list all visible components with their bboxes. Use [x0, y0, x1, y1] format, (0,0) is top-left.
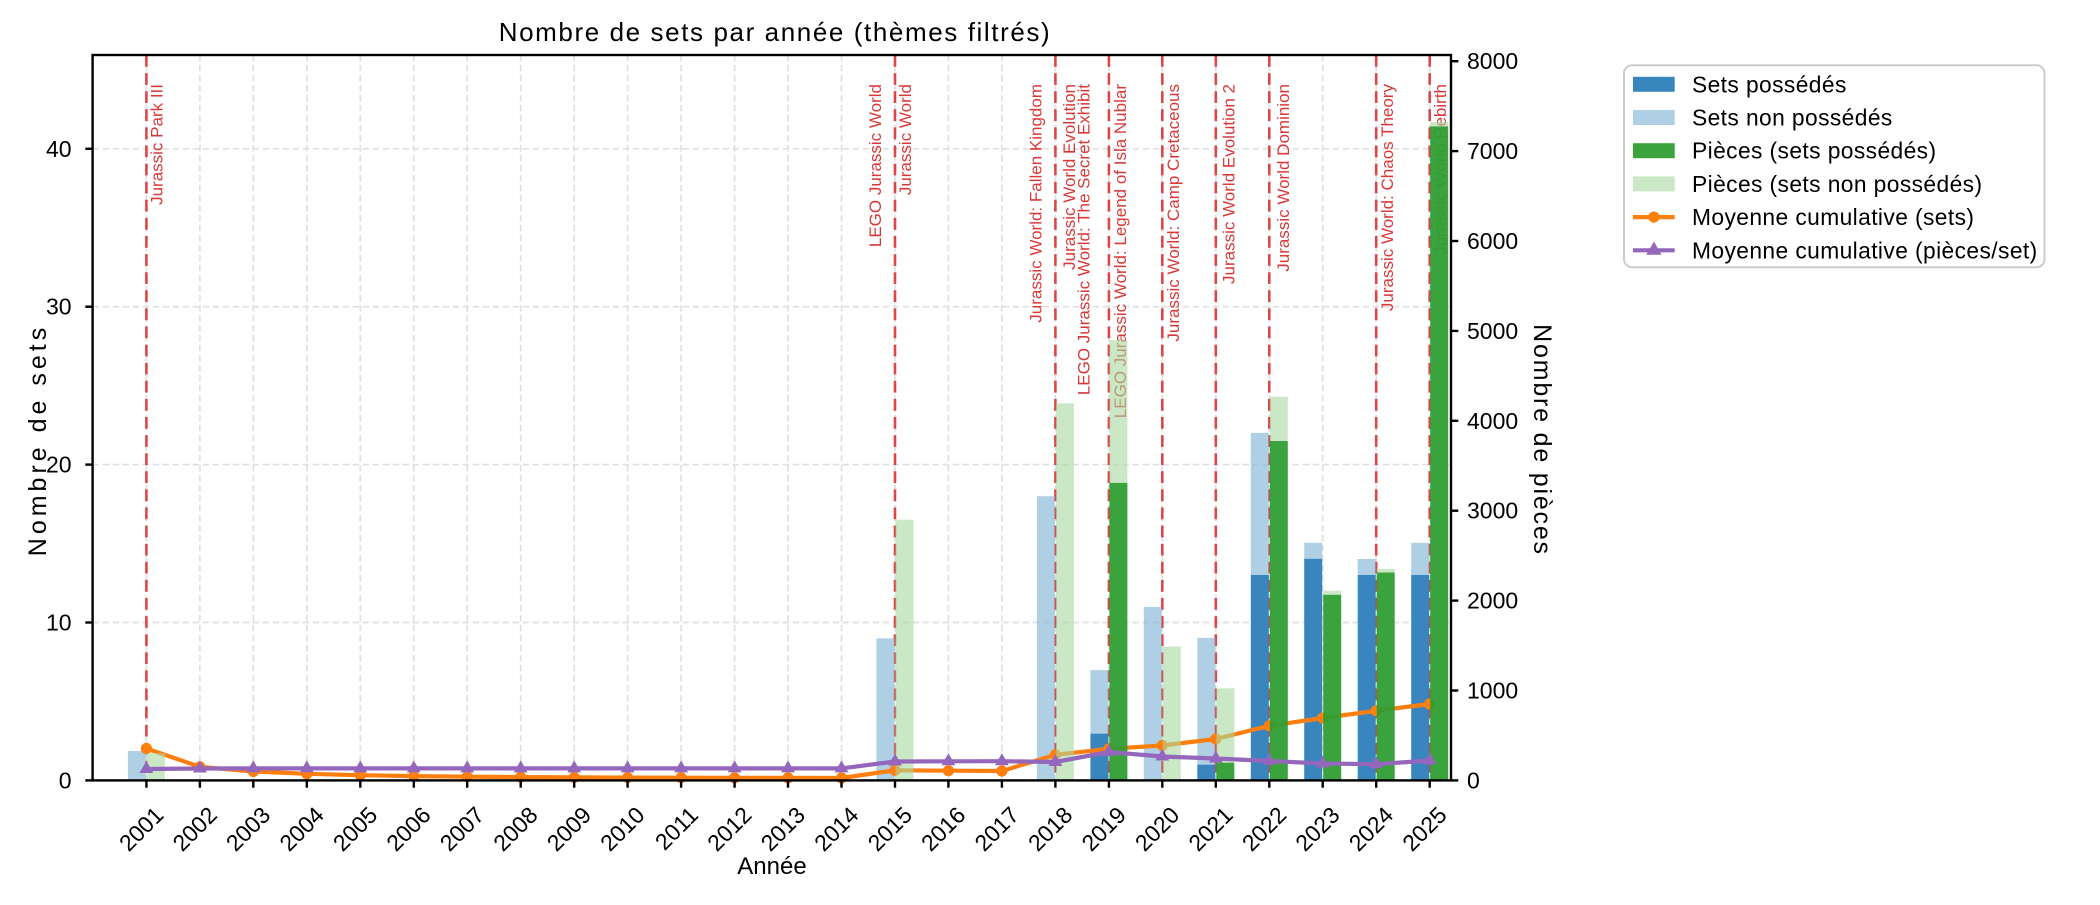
svg-text:2000: 2000 — [1467, 588, 1518, 614]
svg-text:Jurassic World: Camp Cretaceou: Jurassic World: Camp Cretaceous — [1164, 84, 1183, 342]
svg-text:8000: 8000 — [1467, 48, 1518, 74]
svg-text:Moyenne cumulative (pièces/set: Moyenne cumulative (pièces/set) — [1692, 237, 2038, 263]
svg-text:0: 0 — [1467, 767, 1480, 793]
svg-text:Année: Année — [737, 853, 806, 880]
svg-text:Moyenne cumulative (sets): Moyenne cumulative (sets) — [1692, 204, 1974, 230]
svg-text:4000: 4000 — [1467, 408, 1518, 434]
svg-text:Jurassic World Evolution: Jurassic World Evolution — [1060, 84, 1079, 270]
svg-text:Jurassic World Evolution 2: Jurassic World Evolution 2 — [1219, 84, 1238, 284]
svg-text:Pièces (sets non possédés): Pièces (sets non possédés) — [1692, 171, 1982, 197]
svg-text:Jurassic World: Chaos Theory: Jurassic World: Chaos Theory — [1378, 84, 1397, 312]
svg-text:Nombre de sets: Nombre de sets — [24, 324, 52, 556]
svg-text:Jurassic World: Jurassic World — [896, 84, 915, 195]
svg-text:Jurassic World: Fallen Kingdom: Jurassic World: Fallen Kingdom — [1026, 84, 1045, 323]
svg-text:Nombre de pièces: Nombre de pièces — [1528, 324, 1556, 556]
svg-text:20: 20 — [46, 452, 72, 478]
svg-text:0: 0 — [59, 767, 72, 793]
svg-text:30: 30 — [46, 294, 72, 320]
svg-text:Pièces (sets possédés): Pièces (sets possédés) — [1692, 138, 1936, 164]
svg-text:LEGO Jurassic World: Legend of: LEGO Jurassic World: Legend of Isla Nubl… — [1111, 84, 1130, 419]
svg-text:40: 40 — [46, 136, 72, 162]
svg-text:3000: 3000 — [1467, 498, 1518, 524]
svg-text:LEGO Jurassic World: The Secre: LEGO Jurassic World: The Secret Exhibit — [1074, 84, 1093, 395]
svg-text:Sets non possédés: Sets non possédés — [1692, 105, 1893, 131]
svg-text:Nombre de sets par année (thèm: Nombre de sets par année (thèmes filtrés… — [499, 17, 1052, 47]
svg-text:10: 10 — [46, 610, 72, 636]
svg-text:Sets possédés: Sets possédés — [1692, 71, 1847, 97]
svg-text:5000: 5000 — [1467, 318, 1518, 344]
svg-text:LEGO Jurassic World: LEGO Jurassic World — [866, 84, 885, 247]
svg-text:1000: 1000 — [1467, 678, 1518, 704]
svg-text:6000: 6000 — [1467, 228, 1518, 254]
svg-text:7000: 7000 — [1467, 138, 1518, 164]
svg-text:Jurassic Park III: Jurassic Park III — [148, 84, 167, 205]
svg-text:Jurassic World Dominion: Jurassic World Dominion — [1274, 84, 1293, 272]
